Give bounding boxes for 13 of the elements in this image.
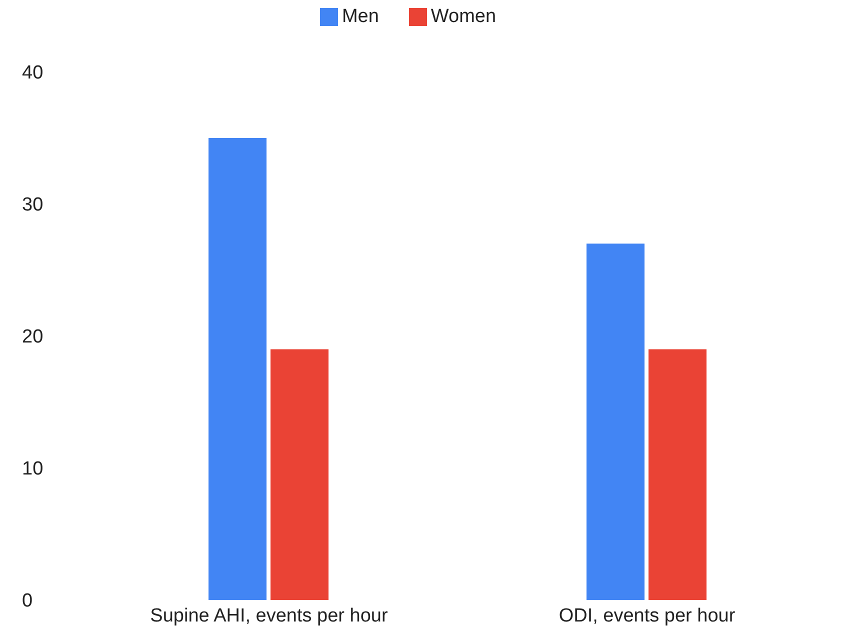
bar bbox=[586, 244, 645, 600]
bar bbox=[208, 138, 267, 600]
y-tick-label: 0 bbox=[22, 590, 33, 612]
y-tick-label: 40 bbox=[22, 62, 44, 84]
bar bbox=[270, 349, 329, 600]
y-tick-label: 20 bbox=[22, 326, 44, 348]
y-tick-label: 30 bbox=[22, 194, 44, 216]
legend-label: Women bbox=[430, 6, 496, 27]
bar bbox=[648, 349, 707, 600]
legend-label: Men bbox=[342, 6, 379, 27]
x-tick-label: ODI, events per hour bbox=[558, 605, 736, 626]
x-tick-label: Supine AHI, events per hour bbox=[150, 605, 388, 626]
y-tick-label: 10 bbox=[22, 458, 44, 480]
